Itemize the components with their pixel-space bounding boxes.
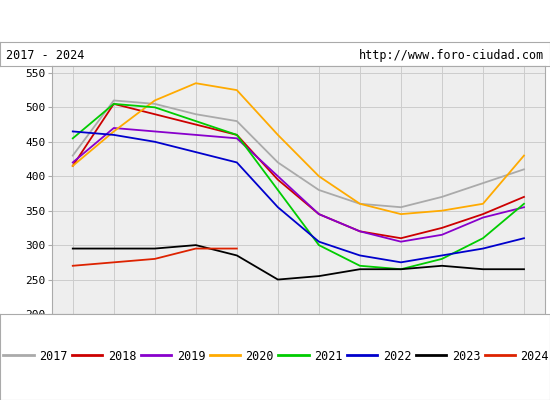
Text: 2023: 2023: [452, 350, 480, 364]
Text: 2024: 2024: [520, 350, 549, 364]
Text: http://www.foro-ciudad.com: http://www.foro-ciudad.com: [359, 49, 544, 62]
Text: 2017 - 2024: 2017 - 2024: [6, 49, 84, 62]
Text: 2018: 2018: [108, 350, 136, 364]
Text: 2021: 2021: [314, 350, 343, 364]
Text: 2022: 2022: [383, 350, 411, 364]
Text: 2020: 2020: [245, 350, 274, 364]
Text: 2017: 2017: [39, 350, 68, 364]
Text: Evolucion del paro registrado en Jijona/Xixona: Evolucion del paro registrado en Jijona/…: [54, 13, 496, 28]
Text: 2019: 2019: [177, 350, 205, 364]
